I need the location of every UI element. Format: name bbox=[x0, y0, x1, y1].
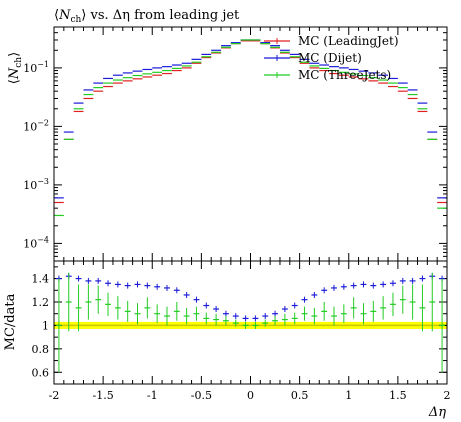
series-mc-dijet- bbox=[54, 39, 447, 199]
y-tick-label: 10−3 bbox=[23, 177, 49, 192]
series-mc-threejets- bbox=[54, 39, 447, 217]
x-tick-label: -1 bbox=[147, 389, 158, 402]
ratio-y-tick-label: 1 bbox=[42, 319, 49, 332]
ratio-plot-frame bbox=[53, 260, 448, 385]
ratio-y-tick-label: 0.8 bbox=[32, 343, 50, 356]
ratio-y-axis-label: MC/data bbox=[3, 293, 18, 350]
x-tick-label: 2 bbox=[444, 389, 451, 402]
y-axis-label: ⟨Nch⟩ bbox=[7, 52, 24, 84]
y-tick-label: 10−1 bbox=[23, 60, 49, 75]
x-axis-label: Δη bbox=[428, 405, 446, 420]
legend-label: MC (Dijet) bbox=[298, 51, 362, 65]
legend: MC (LeadingJet) MC (Dijet) MC (ThreeJets) bbox=[264, 34, 399, 82]
legend-label: MC (ThreeJets) bbox=[298, 68, 391, 82]
ratio-y-tick-label: 0.6 bbox=[32, 366, 50, 379]
x-tick-label: 0 bbox=[247, 389, 254, 402]
main-plot-frame bbox=[53, 26, 448, 262]
x-tick-label: 1.5 bbox=[389, 389, 407, 402]
x-tick-label: 1 bbox=[345, 389, 352, 402]
y-tick-label: 10−2 bbox=[23, 118, 49, 133]
ratio-plot-panel: 1.4 1.2 1 0.8 0.6 bbox=[32, 260, 448, 385]
ratio-series-mc-dijet- bbox=[55, 273, 446, 322]
series-mc-leadingjet- bbox=[54, 40, 447, 204]
legend-label: MC (LeadingJet) bbox=[298, 34, 399, 48]
ratio-series-mc-threejets- bbox=[55, 272, 446, 373]
ratio-y-tick-label: 1.4 bbox=[32, 273, 50, 286]
ratio-y-tick-label: 1.2 bbox=[32, 296, 50, 309]
y-tick-label: 10−4 bbox=[23, 235, 49, 250]
x-tick-label: -0.5 bbox=[191, 389, 212, 402]
chart-title: ⟨Nch⟩ vs. Δη from leading jet bbox=[54, 8, 240, 25]
main-plot-panel: 10−1 10−2 10−3 10−4 bbox=[23, 26, 448, 262]
x-tick-label: -2 bbox=[49, 389, 60, 402]
x-tick-label: 0.5 bbox=[291, 389, 309, 402]
x-tick-label: -1.5 bbox=[93, 389, 114, 402]
